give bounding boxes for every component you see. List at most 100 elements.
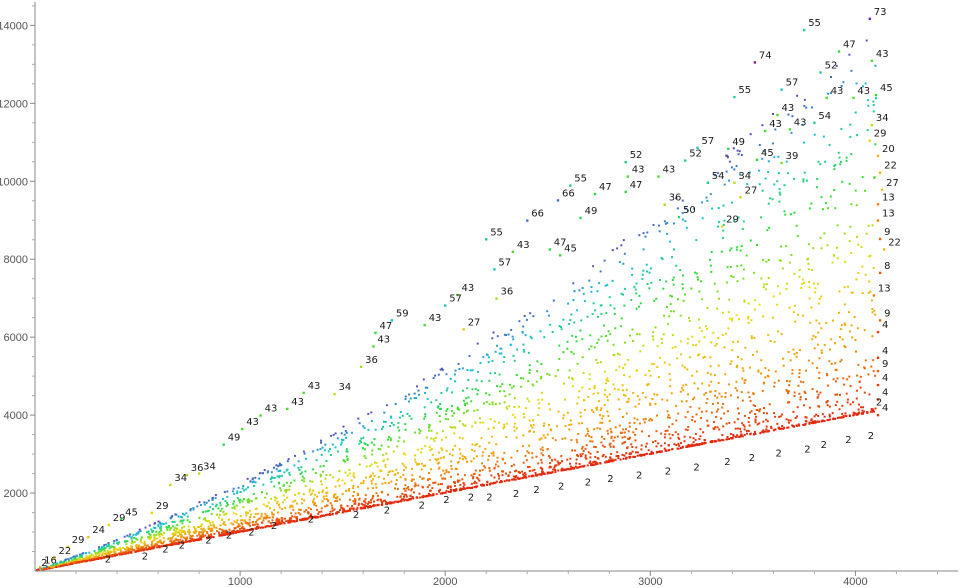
scatter-point — [771, 142, 774, 145]
scatter-point — [226, 490, 229, 493]
scatter-point — [733, 168, 736, 171]
scatter-point — [227, 518, 230, 521]
scatter-point — [839, 328, 842, 331]
scatter-point — [496, 335, 499, 338]
scatter-point — [458, 408, 461, 411]
scatter-point — [112, 542, 115, 545]
scatter-point — [601, 417, 604, 420]
scatter-point — [604, 455, 607, 458]
scatter-point — [490, 482, 493, 485]
scatter-point — [822, 135, 825, 138]
scatter-point — [391, 470, 394, 473]
scatter-point — [586, 432, 589, 435]
scatter-point — [795, 424, 798, 427]
scatter-point — [793, 425, 795, 428]
scatter-point — [343, 459, 346, 462]
scatter-point — [628, 375, 631, 378]
scatter-point — [108, 544, 110, 547]
scatter-point — [580, 319, 583, 322]
scatter-point — [498, 421, 501, 424]
scatter-point — [647, 435, 650, 438]
scatter-point — [684, 428, 687, 431]
scatter-point — [802, 423, 805, 426]
scatter-point — [439, 492, 442, 495]
scatter-point — [613, 387, 616, 390]
scatter-point — [389, 502, 392, 505]
scatter-point — [531, 456, 534, 459]
scatter-point — [697, 318, 700, 321]
scatter-point — [854, 339, 857, 342]
scatter-point — [548, 314, 550, 317]
scatter-point — [767, 160, 770, 163]
scatter-point — [411, 496, 414, 498]
scatter-point — [612, 343, 615, 346]
scatter-point — [727, 327, 730, 330]
scatter-point — [562, 417, 565, 420]
scatter-point — [398, 436, 401, 439]
scatter-point — [221, 529, 224, 532]
scatter-point — [126, 534, 129, 537]
scatter-point — [683, 440, 686, 443]
y-tick-label: 6000 — [4, 332, 28, 344]
scatter-point — [860, 412, 863, 415]
scatter-point — [333, 508, 336, 511]
scatter-point — [242, 498, 245, 501]
scatter-point — [122, 552, 125, 555]
scatter-point — [369, 475, 371, 478]
scatter-point — [861, 176, 864, 179]
scatter-point — [457, 473, 459, 476]
scatter-point — [254, 527, 257, 530]
scatter-point — [68, 559, 70, 562]
scatter-point — [433, 439, 436, 442]
scatter-point — [131, 548, 134, 551]
scatter-point — [396, 445, 399, 448]
scatter-point — [811, 106, 813, 109]
scatter-point — [301, 475, 304, 478]
scatter-point — [829, 195, 832, 198]
scatter-point — [660, 450, 663, 453]
scatter-point — [241, 525, 244, 528]
scatter-point — [872, 370, 875, 373]
base-line-label: 2 — [271, 521, 277, 532]
scatter-point — [709, 356, 712, 359]
scatter-point — [481, 454, 484, 457]
scatter-point — [748, 396, 751, 399]
scatter-point — [845, 414, 848, 417]
scatter-point — [679, 447, 682, 449]
scatter-point — [371, 449, 374, 452]
scatter-point — [609, 459, 612, 462]
scatter-point — [81, 560, 84, 563]
scatter-point — [452, 448, 454, 451]
scatter-point — [85, 556, 88, 559]
scatter-point — [874, 374, 877, 377]
scatter-point — [131, 545, 134, 548]
scatter-point — [618, 424, 621, 427]
scatter-point — [318, 491, 320, 494]
scatter-point — [819, 163, 822, 166]
scatter-point — [462, 412, 465, 414]
scatter-point — [868, 393, 871, 396]
scatter-point — [569, 462, 571, 465]
scatter-point — [285, 520, 288, 523]
scatter-point — [298, 492, 300, 495]
scatter-point — [579, 329, 582, 332]
scatter-point — [458, 448, 461, 451]
scatter-point — [270, 471, 273, 474]
scatter-point — [445, 449, 448, 452]
scatter-point — [544, 436, 547, 439]
scatter-point — [79, 555, 82, 558]
scatter-point — [265, 517, 268, 520]
scatter-point — [698, 407, 701, 410]
scatter-point — [108, 554, 111, 557]
scatter-point — [201, 535, 204, 538]
scatter-point — [624, 341, 626, 344]
scatter-point — [760, 372, 763, 375]
scatter-point — [860, 246, 863, 248]
scatter-point — [40, 567, 43, 570]
scatter-point — [357, 485, 360, 488]
scatter-point — [785, 418, 788, 421]
scatter-point — [826, 384, 829, 387]
scatter-point — [405, 466, 407, 469]
boundary-point — [720, 225, 724, 228]
scatter-point — [491, 401, 494, 404]
